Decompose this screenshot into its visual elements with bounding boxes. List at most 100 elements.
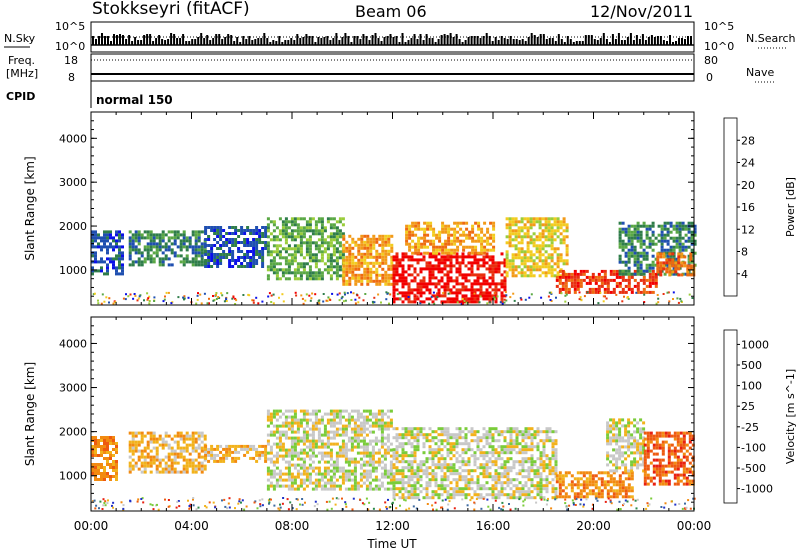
nsearch-tick-bottom: 10^0 [704, 40, 734, 53]
nsky-bar [476, 36, 479, 45]
nsky-bar [446, 35, 449, 45]
nsky-bar [662, 40, 665, 45]
nsky-bar [197, 37, 200, 45]
nsky-bar [137, 40, 140, 45]
nsky-bar [356, 36, 359, 45]
velocity-colorbar-tick-label: 100 [741, 380, 762, 393]
nsky-bar [311, 36, 314, 45]
nsky-bar [248, 36, 251, 45]
nsky-bar [656, 36, 659, 45]
nsky-bar [614, 39, 617, 45]
nsky-bar [524, 41, 527, 45]
power-colorbar-tick-label: 20 [741, 179, 755, 192]
nsky-bar [536, 37, 539, 45]
nsky-bar [107, 36, 109, 45]
nsky-bar [332, 38, 335, 45]
nsky-bar [422, 40, 425, 45]
nsky-bar [482, 36, 485, 45]
cpid-value: normal 150 [96, 93, 173, 107]
nsky-bar [284, 40, 287, 45]
nsky-bar [527, 37, 530, 45]
freq-tick-low: 8 [68, 71, 75, 84]
nsky-bar [443, 34, 446, 45]
nsky-bar [185, 41, 188, 45]
velocity-data-region [266, 409, 393, 491]
nsky-bar [95, 39, 97, 45]
nsky-bar [266, 38, 269, 45]
time-tick-label: 16:00 [476, 519, 511, 533]
nsky-bar [644, 40, 647, 45]
nsky-bar [407, 40, 410, 45]
nsky-bar [314, 42, 317, 45]
nsky-bar [206, 35, 209, 45]
nsky-bar [212, 38, 215, 45]
nsky-bar [341, 37, 344, 45]
nsky-bar [335, 33, 338, 45]
nsky-bar [503, 38, 506, 45]
nsky-bar [641, 34, 644, 45]
power-y-tick-label: 1000 [59, 264, 87, 277]
time-tick-label: 00:00 [677, 519, 712, 533]
time-axis: 00:00 04:00 08:00 12:00 16:00 20:00 00:00 Time … [74, 519, 712, 551]
nsky-bar [557, 34, 560, 45]
nsky-bar [119, 34, 121, 45]
nave-tick-high: 80 [704, 54, 718, 67]
nsky-bar [131, 41, 134, 45]
nsky-bar [386, 36, 389, 45]
nsky-bar [404, 42, 407, 45]
nsky-bar [395, 36, 398, 45]
time-tick-label: 00:00 [74, 519, 109, 533]
nsky-bar [155, 38, 158, 45]
nsky-bar [167, 39, 170, 45]
nsky-bar [425, 34, 428, 45]
nsky-bar [518, 40, 521, 45]
nsky-bar [176, 38, 179, 45]
nsky-label: N.Sky [4, 32, 36, 45]
nsky-bar [152, 41, 155, 45]
nsky-bar [125, 39, 128, 45]
nsky-bar [467, 37, 470, 45]
power-panel: 1000 2000 3000 4000 Slant Range [km] [23, 111, 697, 306]
nsky-bar [690, 36, 692, 45]
power-data-region [405, 221, 496, 255]
nsky-bar [359, 39, 362, 45]
power-data-region [342, 234, 394, 286]
velocity-colorbar-tick-label: 1000 [741, 338, 769, 351]
nsky-bar [200, 33, 203, 45]
nsky-bar [650, 35, 653, 45]
nsky-bar [179, 38, 182, 45]
nsky-bar [350, 42, 353, 45]
nsky-bar [164, 40, 167, 45]
nsky-bar [347, 36, 350, 45]
nsky-bar [374, 33, 377, 45]
nsky-bar [533, 35, 536, 45]
nsky-bar [647, 37, 650, 45]
power-data-region [656, 252, 696, 277]
nsky-bar [551, 38, 554, 45]
nsky-bar [110, 41, 112, 45]
nsky-bar [116, 35, 118, 45]
nsky-bar [473, 36, 476, 45]
nsky-bar [158, 35, 161, 45]
nsky-bar [263, 33, 266, 45]
power-colorbar-tick-label: 4 [741, 268, 748, 281]
nsky-bar [254, 39, 257, 45]
nsky-bar [239, 42, 242, 45]
nsky-bar [470, 36, 473, 45]
nsky-bar [371, 35, 374, 45]
nsky-bar [617, 33, 620, 45]
nsky-bar [134, 37, 137, 45]
power-y-axis-label: Slant Range [km] [23, 156, 37, 260]
nsky-bar [512, 39, 515, 45]
beam-title: Beam 06 [355, 2, 427, 21]
nsky-bar [383, 37, 386, 45]
freq-label-line2: [MHz] [6, 67, 38, 80]
velocity-y-tick-label: 3000 [59, 382, 87, 395]
velocity-data-region [555, 471, 634, 499]
power-y-tick-label: 2000 [59, 220, 87, 233]
nsky-bar [623, 40, 626, 45]
nsky-bar [353, 36, 356, 45]
nsky-bar [317, 37, 320, 45]
nsky-bar [98, 36, 100, 45]
